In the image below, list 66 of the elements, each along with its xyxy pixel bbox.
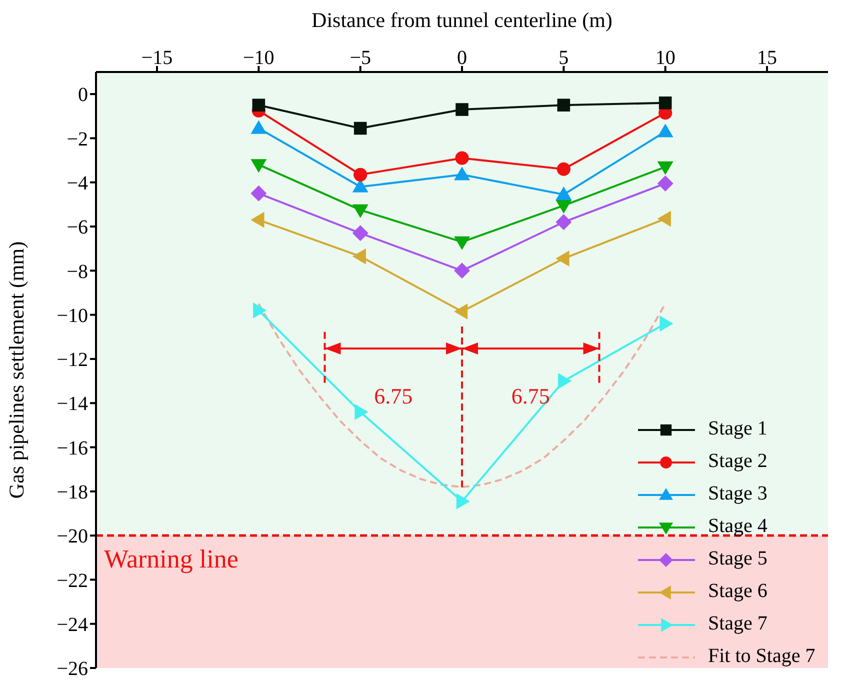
- point: [558, 373, 572, 390]
- y-tick-label: −10: [56, 304, 88, 327]
- point: [660, 316, 674, 332]
- legend-label: Stage 7: [708, 612, 768, 635]
- point: [657, 161, 674, 175]
- ref-line-label: Warning line: [104, 544, 238, 574]
- y-tick-label: −4: [66, 172, 88, 194]
- point: [657, 124, 674, 138]
- point: [557, 98, 570, 112]
- y-tick-label: −16: [56, 437, 88, 460]
- point: [556, 186, 572, 200]
- point: [556, 162, 570, 176]
- point: [354, 122, 367, 135]
- y-tick-label: −14: [56, 393, 88, 416]
- y-tick-label: −8: [66, 260, 88, 283]
- point: [455, 151, 469, 165]
- point: [657, 210, 671, 227]
- point: [658, 96, 672, 110]
- x-tick-label: 10: [655, 47, 676, 69]
- x-tick-label: 5: [558, 47, 569, 69]
- point: [556, 250, 570, 267]
- point: [352, 225, 368, 242]
- legend-label: Stage 6: [708, 580, 768, 602]
- point: [250, 185, 267, 202]
- point: [252, 98, 266, 112]
- point: [454, 262, 470, 279]
- point: [657, 175, 674, 192]
- x-tick-label: −10: [243, 47, 274, 69]
- point: [250, 212, 264, 228]
- y-tick-label: 0: [78, 84, 88, 106]
- point: [352, 204, 368, 218]
- x-axis-title: Distance from tunnel centerline (m): [312, 8, 612, 32]
- x-tick-label: 15: [757, 47, 777, 69]
- point: [354, 168, 368, 182]
- legend-label: Stage 3: [708, 482, 768, 505]
- x-tick-label: −5: [350, 47, 371, 69]
- legend-label: Fit to Stage 7: [708, 645, 816, 668]
- point: [556, 214, 572, 230]
- point: [454, 236, 470, 250]
- x-tick-label: −15: [141, 47, 173, 69]
- annotation: 6.75: [511, 384, 550, 409]
- legend-label: Stage 5: [708, 548, 768, 570]
- point: [250, 159, 267, 173]
- point: [456, 493, 470, 510]
- y-tick-label: −26: [56, 658, 88, 680]
- point: [454, 304, 468, 320]
- y-tick-label: −18: [56, 482, 88, 504]
- x-tick-label: 0: [457, 47, 467, 69]
- annotation: 6.75: [374, 384, 413, 409]
- y-tick-label: −20: [56, 526, 88, 548]
- y-axis-title: Gas pipelines settlement (mm): [4, 241, 28, 499]
- point: [354, 404, 368, 420]
- point: [250, 120, 267, 134]
- legend-label: Stage 2: [708, 450, 768, 472]
- point: [454, 166, 470, 180]
- y-tick-label: −6: [66, 216, 88, 239]
- legend-label: Stage 4: [708, 515, 768, 538]
- legend-label: Stage 1: [708, 418, 768, 440]
- y-tick-label: −12: [56, 349, 88, 372]
- y-tick-label: −24: [56, 614, 88, 636]
- point: [253, 302, 267, 318]
- point: [556, 200, 572, 214]
- point: [456, 103, 468, 116]
- y-tick-label: −22: [56, 570, 88, 592]
- point: [352, 248, 366, 264]
- y-tick-label: −2: [66, 128, 88, 150]
